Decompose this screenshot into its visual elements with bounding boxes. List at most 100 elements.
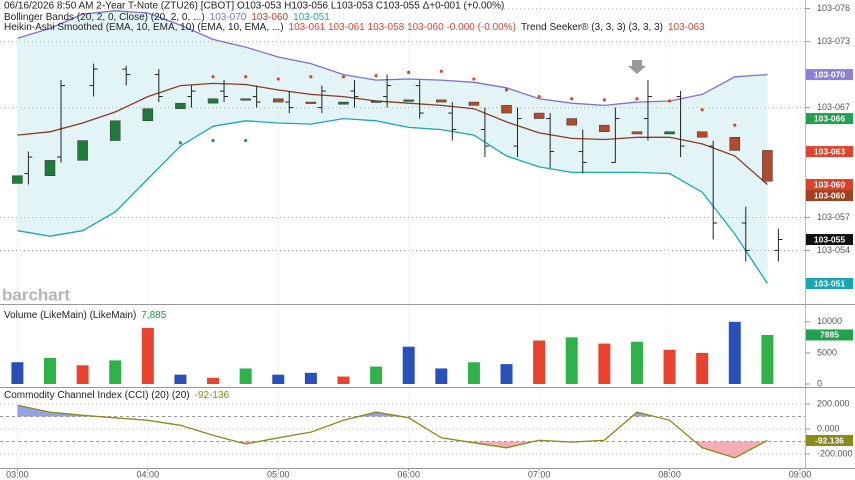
heikin-ashi-candle — [44, 160, 56, 176]
trend-stop — [733, 123, 737, 127]
heikin-ashi-candle — [273, 98, 284, 103]
heikin-ashi-candle — [664, 131, 675, 135]
heikin-ashi-candle — [338, 101, 349, 105]
panel-title: Commodity Channel Index (CCI) (20) (20) -… — [4, 390, 230, 401]
trend-stop — [667, 99, 672, 103]
x-tick-label: 09:00 — [789, 469, 812, 479]
price-label — [806, 69, 853, 81]
trend-stop — [276, 77, 280, 81]
bollinger-upper — [17, 10, 768, 107]
y-tick-label: 0.000 — [817, 423, 840, 433]
volume-bar — [565, 337, 578, 384]
cci-line — [17, 404, 768, 459]
x-tick-label: 06:00 — [397, 469, 420, 479]
legend-entry: Heikin-Ashi Smoothed (EMA, 10, EMA, 10) … — [4, 22, 284, 33]
signal-arrow — [628, 60, 646, 74]
legend-entry: 103-051 — [293, 12, 330, 23]
panel-title-value: -92-136 — [195, 390, 230, 401]
legend-entry: 103-061 103-061 103-058 103-060 -0.000 (… — [289, 22, 516, 33]
y-tick-label: -200.000 — [817, 448, 853, 458]
legend-entry: 103-063 — [668, 22, 705, 33]
volume-bar — [467, 362, 480, 384]
y-tick-label: 103-067 — [817, 102, 850, 112]
volume-bar — [207, 377, 220, 384]
price-label-label: 103-063 — [814, 146, 845, 156]
y-tick-label: 10000 — [817, 316, 842, 326]
price-label — [806, 113, 853, 125]
heikin-ashi-candle — [566, 118, 577, 126]
price-label — [806, 234, 853, 246]
trend-stop — [244, 75, 248, 79]
volume-bar — [402, 346, 415, 384]
chart-title: 06/16/2026 8:50 AM 2-Year T-Note (ZTU26)… — [4, 1, 504, 12]
heikin-ashi-candle — [436, 99, 447, 103]
bollinger-lower — [17, 117, 768, 284]
volume-badge-label: 7885 — [820, 330, 839, 340]
trend-stop — [472, 77, 476, 81]
x-tick-label: 04:00 — [137, 469, 160, 479]
legend-entry: Trend Seeker® (3, 3, 3) (3, 3, 3) — [521, 22, 663, 33]
volume-bar — [272, 374, 285, 384]
cci-oversold-fill — [236, 441, 766, 458]
trend-stop — [635, 97, 639, 101]
price-label-label: 103-051 — [814, 278, 845, 288]
y-tick-label: 5000 — [817, 347, 837, 357]
band-fill — [17, 10, 768, 284]
volume-bar — [435, 368, 448, 384]
trend-stop — [211, 75, 215, 79]
trend-stop — [439, 69, 443, 73]
x-tick-label: 03:00 — [6, 469, 29, 479]
volume-bar — [174, 374, 187, 384]
panel-title-text: Volume (LikeMain) (LikeMain) — [4, 310, 136, 321]
volume-bar — [598, 343, 611, 384]
trend-stop — [309, 75, 313, 79]
heikin-ashi-candle — [142, 108, 154, 122]
y-tick-label: 103-076 — [817, 3, 850, 13]
volume-bar — [761, 334, 774, 384]
price-label — [806, 179, 853, 191]
volume-bar — [663, 349, 676, 384]
price-label-label: 103-070 — [814, 69, 845, 79]
panel-title-text: Commodity Channel Index (CCI) (20) (20) — [4, 390, 190, 401]
cci-overbought-fill — [17, 405, 655, 417]
heikin-ashi-candle — [77, 140, 88, 161]
price-label — [806, 278, 853, 290]
heikin-ashi-candle — [207, 98, 219, 104]
trend-stop — [244, 138, 248, 143]
y-tick-label: 0 — [817, 378, 822, 388]
trend-stop — [537, 94, 541, 99]
trend-stop — [211, 138, 215, 143]
bollinger-middle — [17, 82, 768, 185]
trend-stop — [341, 75, 346, 79]
price-label — [806, 190, 853, 202]
volume-bar — [141, 328, 154, 384]
heikin-ashi-candle — [370, 100, 382, 103]
trend-stop — [407, 70, 411, 74]
price-label-label: 103-060 — [814, 190, 845, 200]
heikin-ashi-candle — [729, 137, 741, 151]
y-tick-label: 103-057 — [817, 212, 850, 222]
heikin-ashi-candle — [12, 175, 23, 184]
legend-row: Heikin-Ashi Smoothed (EMA, 10, EMA, 10) … — [4, 22, 705, 33]
heikin-ashi-candle — [762, 150, 773, 182]
heikin-ashi-candle — [533, 112, 545, 119]
panel-title: Volume (LikeMain) (LikeMain) 7,885 — [4, 310, 167, 321]
legend-row: Bollinger Bands (20, 2, 0, Close) (20, 2… — [4, 12, 330, 23]
panel-title-value: 7,885 — [141, 310, 166, 321]
heikin-ashi-candle — [696, 131, 708, 138]
heikin-ashi-candle — [175, 102, 186, 109]
heikin-ashi-candle — [468, 101, 480, 106]
volume-bar — [239, 368, 252, 384]
volume-bar — [370, 366, 383, 384]
heikin-ashi-candle — [599, 124, 610, 133]
cci-badge-label: -92.136 — [815, 435, 844, 445]
y-tick-label: 103-054 — [817, 245, 850, 255]
volume-bar — [11, 362, 24, 384]
price-label-label: 103-060 — [814, 179, 845, 189]
volume-bar — [630, 341, 643, 384]
trend-stop — [700, 108, 704, 112]
x-tick-label: 07:00 — [528, 469, 551, 479]
trend-stop — [570, 97, 574, 101]
legend-entry: 103-060 — [251, 12, 288, 23]
trend-stop — [504, 88, 509, 92]
